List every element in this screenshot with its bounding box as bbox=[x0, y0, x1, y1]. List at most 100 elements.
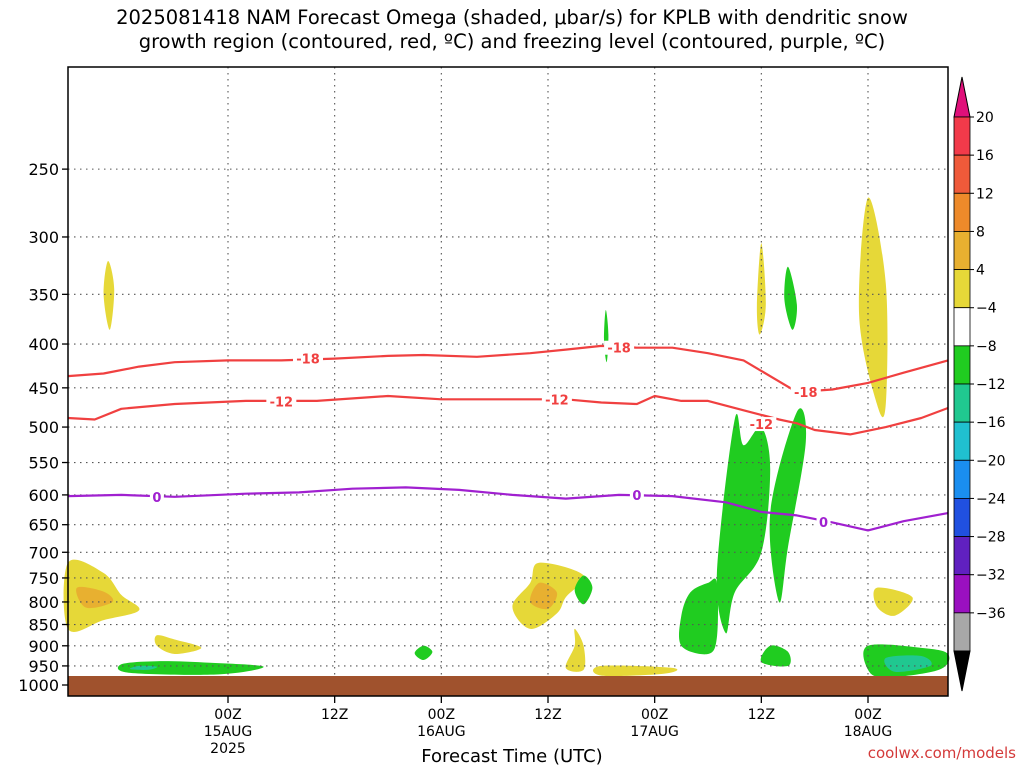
contour-line-2 bbox=[67, 486, 949, 532]
colorbar-label: −32 bbox=[976, 568, 1006, 584]
contour-label: 0 bbox=[819, 516, 828, 531]
colorbar-label: 20 bbox=[976, 110, 994, 126]
omega-region-1 bbox=[76, 586, 114, 609]
omega-region-15 bbox=[769, 408, 807, 603]
omega-region-22 bbox=[884, 655, 932, 672]
y-tick-label: 400 bbox=[28, 335, 59, 354]
contour-label: 0 bbox=[152, 491, 161, 506]
y-tick-label: 900 bbox=[28, 637, 59, 656]
contour-label-bg bbox=[790, 384, 821, 399]
colorbar-swatch bbox=[953, 421, 971, 461]
omega-region-8 bbox=[529, 582, 558, 610]
grid-layer bbox=[68, 67, 948, 696]
contour-label-bg bbox=[629, 487, 644, 502]
contour-label-bg bbox=[541, 392, 572, 407]
y-tick-label: 600 bbox=[28, 486, 59, 505]
colorbar-swatch bbox=[953, 459, 971, 499]
colorbar-label: −12 bbox=[976, 377, 1006, 393]
colorbar-bottom-cap bbox=[953, 650, 971, 692]
omega-region-20 bbox=[873, 587, 913, 616]
x-tick-label: 12Z bbox=[748, 707, 775, 723]
colorbar-swatch bbox=[953, 231, 971, 270]
y-tick-label: 800 bbox=[28, 593, 59, 612]
x-tick-label: 00Z bbox=[854, 707, 881, 723]
colorbar-swatch bbox=[953, 383, 971, 423]
omega-region-13 bbox=[678, 578, 719, 655]
y-tick-label: 350 bbox=[28, 285, 59, 304]
chart-title-line-2: growth region (contoured, red, ºC) and f… bbox=[138, 30, 886, 53]
colorbar-swatch bbox=[953, 116, 971, 156]
x-tick-label: 2025 bbox=[210, 741, 246, 757]
contour-label-bg bbox=[266, 394, 297, 409]
y-tick-label: 300 bbox=[28, 228, 59, 247]
y-tick-label: 850 bbox=[28, 616, 59, 635]
colorbar-swatch bbox=[953, 345, 971, 385]
colorbar-label: 8 bbox=[976, 224, 985, 240]
omega-region-11 bbox=[593, 665, 678, 677]
source-credit: coolwx.com/models bbox=[867, 744, 1016, 762]
contour-label: -12 bbox=[270, 396, 294, 411]
y-tick-label: 750 bbox=[28, 569, 59, 588]
x-tick-label: 17AUG bbox=[630, 724, 679, 740]
colorbar-swatch bbox=[953, 307, 971, 347]
colorbar-label: −28 bbox=[976, 530, 1006, 546]
contour-line-1 bbox=[67, 394, 949, 436]
x-tick-label: 00Z bbox=[641, 707, 668, 723]
colorbar-swatch bbox=[953, 192, 971, 232]
contour-label: -12 bbox=[545, 393, 569, 408]
omega-region-3 bbox=[117, 661, 264, 675]
omega-region-6 bbox=[414, 645, 433, 661]
x-tick-label: 18AUG bbox=[844, 724, 893, 740]
omega-region-4 bbox=[129, 665, 158, 670]
chart-title-line-1: 2025081418 NAM Forecast Omega (shaded, μ… bbox=[116, 6, 908, 29]
contour-label: -18 bbox=[296, 353, 320, 368]
colorbar-label: 16 bbox=[976, 148, 994, 164]
colorbar-swatch bbox=[953, 612, 971, 652]
contour-label-bg bbox=[816, 514, 831, 529]
contour-label-bg bbox=[746, 417, 777, 432]
contour-label-bg bbox=[149, 489, 164, 504]
omega-region-10 bbox=[565, 628, 586, 672]
y-axis: 250 300 350 400 450 500 550 600 650 700 750 800 850 9… bbox=[18, 160, 68, 695]
omega-region-17 bbox=[784, 266, 798, 330]
omega-region-2 bbox=[103, 260, 115, 330]
y-tick-label: 250 bbox=[28, 160, 59, 179]
x-tick-label: 15AUG bbox=[204, 724, 253, 740]
omega-region-14 bbox=[716, 413, 771, 634]
contour-label-bg bbox=[604, 340, 635, 355]
x-tick-label: 00Z bbox=[214, 707, 241, 723]
colorbar-label: 12 bbox=[976, 186, 994, 202]
chart-title: 2025081418 NAM Forecast Omega (shaded, μ… bbox=[0, 6, 1024, 54]
y-tick-label: 700 bbox=[28, 543, 59, 562]
colorbar-label: −16 bbox=[976, 415, 1006, 431]
omega-region-5 bbox=[154, 635, 202, 655]
x-tick-label: 12Z bbox=[534, 707, 561, 723]
omega-region-19 bbox=[858, 197, 888, 418]
y-tick-label: 650 bbox=[28, 516, 59, 535]
contour-layer: -18 -18 -18 -12 -12 -12 0 0 0 bbox=[67, 340, 949, 532]
plot-frame bbox=[67, 66, 949, 697]
colorbar-swatch bbox=[953, 536, 971, 576]
contour-label: -18 bbox=[607, 342, 631, 357]
colorbar-swatch bbox=[953, 269, 971, 309]
omega-region-9 bbox=[574, 575, 593, 605]
colorbar-swatch bbox=[953, 574, 971, 614]
terrain-fill bbox=[68, 676, 948, 696]
colorbar-label: −4 bbox=[976, 301, 997, 317]
y-tick-label: 1000 bbox=[18, 676, 59, 695]
contour-label: 0 bbox=[632, 489, 641, 504]
omega-shading-layer bbox=[63, 197, 950, 678]
contour-label: -18 bbox=[794, 386, 818, 401]
colorbar-top-cap bbox=[953, 76, 971, 118]
colorbar: 20 16 12 8 4 −4 −8 −12 −16 −20 −24 −28 −32 −36 bbox=[953, 76, 1006, 692]
x-tick-label: 12Z bbox=[321, 707, 348, 723]
x-tick-label: 16AUG bbox=[417, 724, 466, 740]
omega-region-18 bbox=[760, 645, 791, 667]
y-tick-label: 500 bbox=[28, 418, 59, 437]
colorbar-label: −8 bbox=[976, 339, 997, 355]
colorbar-swatch bbox=[953, 498, 971, 537]
contour-label-bg bbox=[293, 351, 323, 366]
contour-label: -12 bbox=[750, 418, 774, 433]
